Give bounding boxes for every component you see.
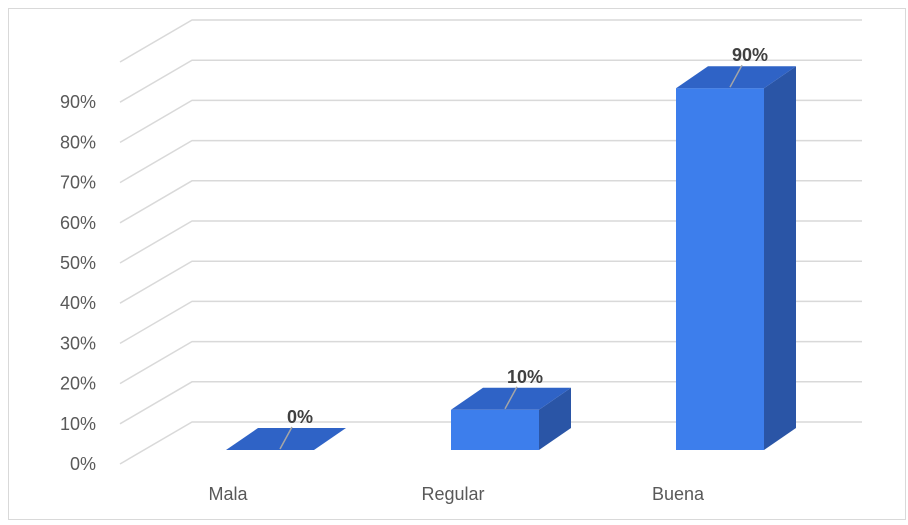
gridline [119, 139, 862, 184]
gridline [119, 340, 862, 385]
y-tick-label: 90% [60, 92, 96, 112]
y-tick-label: 60% [60, 213, 96, 233]
data-label: 0% [287, 407, 313, 427]
gridline [119, 180, 862, 224]
x-category-label: Mala [208, 484, 248, 504]
gridline [119, 260, 862, 304]
x-axis-category-labels: Mala Regular Buena [208, 484, 705, 504]
x-category-label: Buena [652, 484, 705, 504]
y-tick-label: 20% [60, 374, 96, 394]
leader-line [279, 426, 293, 450]
gridline [119, 59, 862, 103]
bar-side-face [764, 66, 796, 450]
gridline [119, 19, 862, 63]
gridline [119, 99, 862, 144]
bar-buena [676, 64, 796, 450]
data-labels: 0% 10% 90% [287, 45, 768, 427]
gridlines [119, 19, 862, 465]
y-tick-label: 70% [60, 173, 96, 193]
bar-regular [451, 386, 571, 450]
gridline [119, 300, 862, 345]
bar-side-face [539, 387, 571, 450]
bars [226, 64, 796, 450]
y-tick-label: 80% [60, 132, 96, 152]
y-tick-label: 0% [70, 454, 96, 474]
bar-front-face [676, 88, 764, 450]
gridline [119, 220, 862, 264]
leader-line [729, 64, 743, 88]
y-tick-label: 10% [60, 414, 96, 434]
y-tick-label: 40% [60, 293, 96, 313]
leader-line [504, 386, 518, 410]
y-tick-label: 50% [60, 253, 96, 273]
x-category-label: Regular [421, 484, 484, 504]
gridline [119, 381, 862, 425]
data-label: 90% [732, 45, 768, 65]
bar-mala [226, 426, 346, 450]
gridline [119, 421, 862, 465]
bar-front-face [451, 409, 539, 450]
y-axis-tick-labels: 0% 10% 20% 30% 40% 50% 60% 70% 80% 90% [60, 92, 96, 474]
y-tick-label: 30% [60, 333, 96, 353]
data-label: 10% [507, 367, 543, 387]
